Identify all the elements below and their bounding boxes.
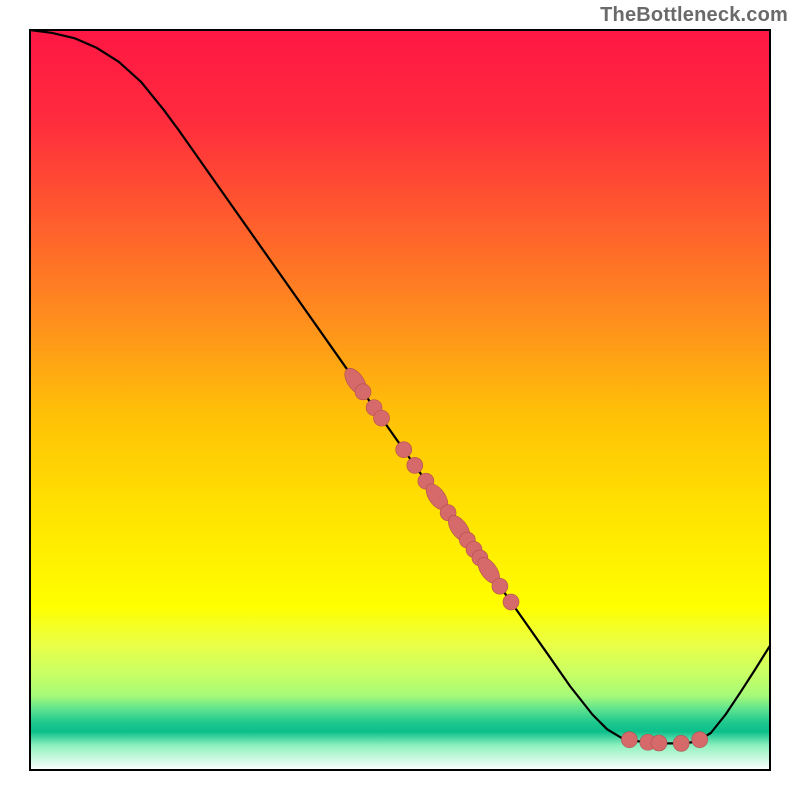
data-marker: [407, 457, 423, 473]
bottleneck-chart: [0, 0, 800, 800]
data-marker: [355, 384, 371, 400]
data-marker: [673, 735, 689, 751]
data-marker: [692, 732, 708, 748]
data-marker: [374, 410, 390, 426]
data-marker: [651, 735, 667, 751]
data-marker: [396, 442, 412, 458]
data-marker: [621, 732, 637, 748]
data-marker: [503, 594, 519, 610]
chart-background: [30, 30, 770, 770]
watermark-text: TheBottleneck.com: [600, 4, 788, 27]
data-marker: [492, 578, 508, 594]
